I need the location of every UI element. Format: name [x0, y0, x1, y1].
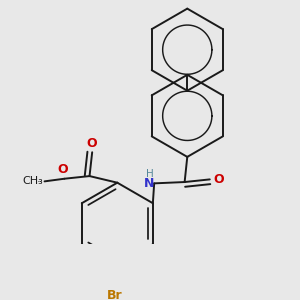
- Text: N: N: [144, 177, 154, 190]
- Text: methyl: methyl: [38, 181, 42, 182]
- Text: Br: Br: [107, 289, 122, 300]
- Text: O: O: [58, 163, 68, 176]
- Text: O: O: [87, 136, 98, 150]
- Text: O: O: [213, 173, 224, 186]
- Text: H: H: [146, 169, 154, 178]
- Text: CH₃: CH₃: [22, 176, 43, 186]
